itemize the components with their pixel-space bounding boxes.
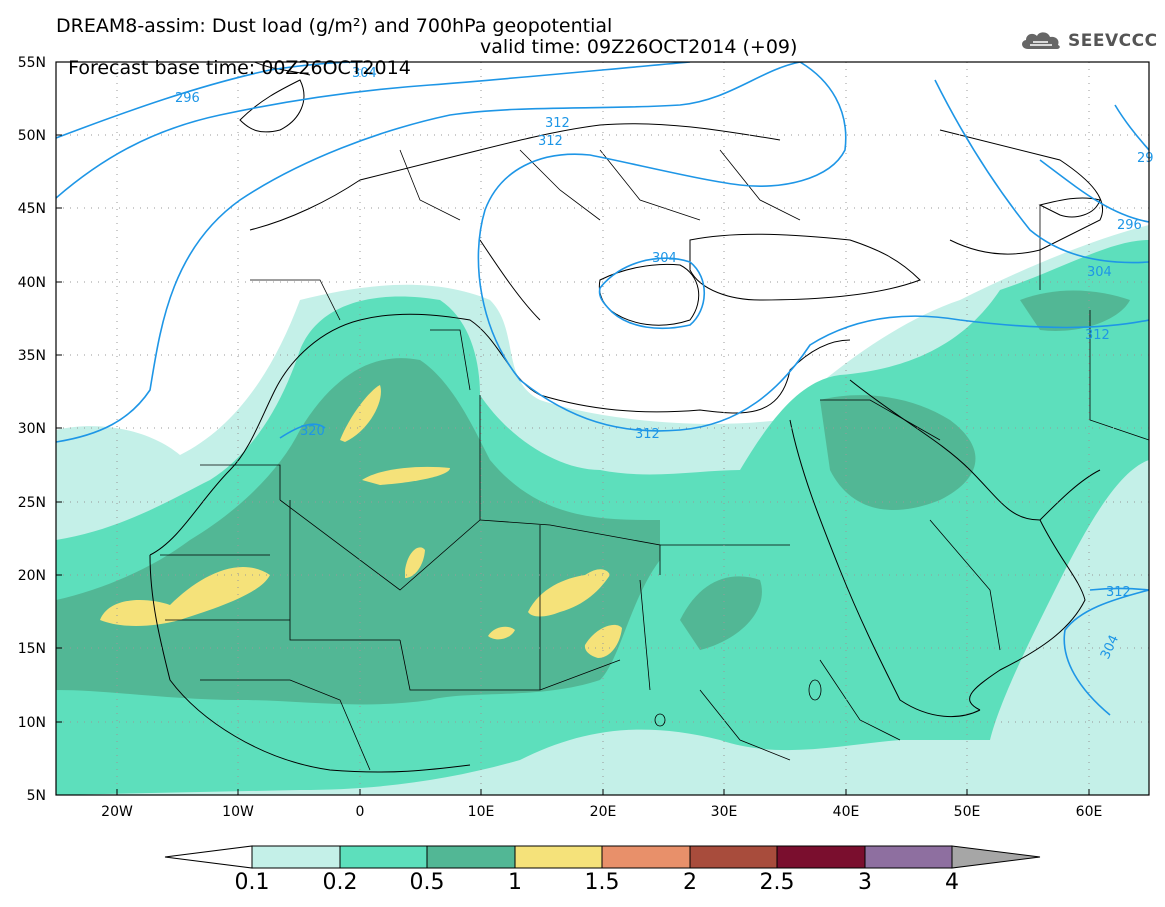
lon-label: 60E (1076, 804, 1103, 820)
contour-label: 320 (300, 424, 325, 439)
lat-label: 5N (27, 788, 46, 804)
contour-label: 312 (545, 116, 570, 131)
colorbar-box (864, 845, 953, 869)
contour-label: 304 (652, 251, 677, 266)
lon-label: 10E (468, 804, 495, 820)
map-subtitle: Forecast base time: 00Z26OCT2014 valid t… (56, 37, 797, 100)
dust-level-1-c (362, 466, 450, 485)
geopotential-contours (56, 62, 1149, 716)
lon-label: 50E (954, 804, 981, 820)
contour-label: 296 (1117, 218, 1142, 233)
dust-level-0.5-east (820, 395, 976, 510)
lon-label: 0 (356, 804, 365, 820)
colorbar-label: 4 (945, 870, 959, 895)
contour-label: 304 (352, 66, 377, 81)
forecast-base-time: Forecast base time: 00Z26OCT2014 (68, 57, 411, 79)
dust-level-0.5 (56, 358, 660, 705)
colorbar-box (601, 845, 691, 869)
latitude-labels: 55N 50N 45N 40N 35N 30N 25N 20N 15N 10N … (18, 55, 46, 804)
lat-label: 15N (18, 641, 46, 657)
dust-level-1-g (584, 624, 622, 658)
colorbar-box (776, 845, 866, 869)
lat-label: 45N (18, 201, 46, 217)
dust-level-1-a (100, 566, 270, 626)
map-title: DREAM8-assim: Dust load (g/m²) and 700hP… (56, 15, 613, 37)
colorbar-label: 0.2 (322, 870, 358, 895)
valid-time: valid time: 09Z26OCT2014 (+09) (480, 36, 798, 58)
lat-label: 20N (18, 568, 46, 584)
contour-label: 312 (1085, 328, 1110, 343)
dust-level-1-f (488, 626, 515, 640)
colorbar-box (426, 845, 516, 869)
dust-level-1-e (528, 569, 610, 617)
lon-label: 20W (101, 804, 133, 820)
colorbar-label: 0.1 (234, 870, 270, 895)
lon-label: 20E (590, 804, 617, 820)
contour-label: 29 (1137, 151, 1154, 166)
contour-label: 312 (1106, 585, 1131, 600)
colorbar-label: 0.5 (409, 870, 445, 895)
dust-level-0.5-caspian (1020, 290, 1130, 331)
lon-label: 40E (833, 804, 860, 820)
axis-ticks (56, 61, 1090, 796)
logo-text: SEEVCCC (1068, 31, 1158, 51)
contour-label: 312 (635, 427, 660, 442)
lat-label: 50N (18, 128, 46, 144)
dust-level-1-d (405, 547, 425, 578)
colorbar-box (251, 845, 341, 869)
colorbar-label: 1.5 (584, 870, 620, 895)
colorbar (164, 845, 1041, 869)
colorbar-label: 2.5 (759, 870, 795, 895)
grid-lines (56, 62, 1149, 795)
colorbar-box (689, 845, 778, 869)
lat-label: 55N (18, 55, 46, 71)
colorbar-box (514, 845, 603, 869)
cloud-icon (1022, 32, 1060, 49)
seevccc-logo: SEEVCCC (1018, 28, 1158, 54)
coastlines (149, 62, 1104, 773)
lat-label: 40N (18, 275, 46, 291)
contour-label: 296 (175, 91, 200, 106)
contour-label: 312 (538, 134, 563, 149)
lat-label: 25N (18, 495, 46, 511)
lon-label: 10W (222, 804, 254, 820)
colorbar-label: 1 (508, 870, 522, 895)
colorbar-lower-arrow (164, 845, 253, 869)
contour-label: 304 (1087, 265, 1112, 280)
colorbar-label: 2 (683, 870, 697, 895)
dust-level-0.5-sudan (680, 576, 762, 650)
lat-label: 30N (18, 421, 46, 437)
lat-label: 10N (18, 715, 46, 731)
longitude-labels: 20W 10W 0 10E 20E 30E 40E 50E 60E (101, 804, 1102, 820)
colorbar-label: 3 (858, 870, 872, 895)
colorbar-upper-arrow (951, 845, 1041, 869)
lakes (654, 679, 822, 727)
colorbar-box (339, 845, 428, 869)
lat-label: 35N (18, 348, 46, 364)
lon-label: 30E (711, 804, 738, 820)
country-borders (160, 149, 1149, 771)
